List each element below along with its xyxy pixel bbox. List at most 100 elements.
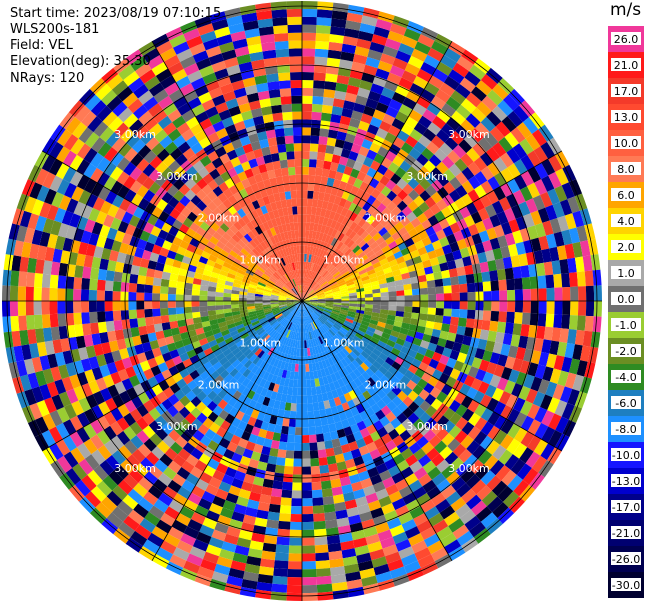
range-gate — [309, 371, 315, 380]
range-gate — [506, 311, 515, 324]
range-gate — [425, 405, 437, 418]
range-gate — [292, 111, 302, 120]
range-gate — [110, 435, 125, 451]
range-gate — [161, 351, 173, 363]
range-gate — [85, 243, 97, 257]
range-gate — [507, 243, 519, 257]
range-gate — [250, 383, 259, 393]
range-gate — [230, 434, 241, 446]
range-gate — [309, 246, 314, 255]
range-gate — [513, 189, 526, 205]
range-gate — [265, 129, 277, 139]
range-gate — [370, 83, 385, 95]
range-gate — [192, 283, 201, 291]
range-gate — [411, 306, 421, 314]
range-gate — [157, 254, 167, 265]
range-gate — [248, 283, 257, 289]
range-gate — [239, 586, 257, 598]
range-gate — [152, 308, 161, 317]
range-gate — [357, 208, 367, 218]
range-gate — [120, 310, 130, 320]
range-gate — [302, 308, 304, 317]
range-gate — [295, 419, 302, 428]
range-gate — [254, 216, 263, 226]
range-gate — [482, 371, 494, 385]
range-gate — [131, 395, 144, 409]
range-gate — [468, 175, 481, 190]
range-gate — [278, 302, 287, 305]
range-gate — [352, 53, 368, 65]
range-gate — [435, 89, 451, 103]
range-gate — [420, 301, 429, 308]
range-gate — [242, 143, 254, 154]
range-gate — [48, 158, 63, 176]
range-gate — [287, 294, 295, 299]
range-gate — [460, 488, 477, 504]
range-gate — [255, 307, 264, 311]
range-gate — [289, 182, 297, 192]
range-gate — [280, 361, 286, 370]
range-gate — [155, 330, 165, 340]
range-gate — [316, 583, 333, 593]
range-gate — [263, 212, 271, 222]
range-gate — [531, 129, 547, 147]
range-gate — [140, 130, 155, 145]
range-gate — [287, 386, 293, 396]
range-gate — [343, 28, 360, 39]
range-gate — [361, 371, 371, 381]
range-gate — [443, 308, 452, 317]
range-gate — [297, 285, 301, 294]
range-ring-label: 3.00km — [114, 462, 156, 475]
range-gate — [250, 209, 259, 219]
range-gate — [51, 191, 64, 208]
range-gate — [318, 136, 328, 146]
range-gate — [484, 384, 497, 398]
range-gate — [176, 122, 191, 135]
range-gate — [278, 296, 287, 299]
range-gate — [238, 188, 249, 199]
range-gate — [274, 312, 283, 319]
range-gate — [302, 277, 305, 286]
range-gate — [337, 369, 346, 379]
range-gate — [287, 293, 295, 298]
range-gate — [386, 390, 397, 401]
range-gate — [248, 133, 260, 144]
range-gate — [392, 155, 405, 167]
range-gate — [292, 307, 298, 315]
range-gate — [348, 362, 357, 372]
range-gate — [295, 411, 302, 420]
range-gate — [147, 485, 163, 499]
range-gate — [502, 256, 513, 269]
range-gate — [135, 171, 149, 185]
range-gate — [144, 301, 153, 310]
range-gate — [444, 539, 462, 554]
range-gate — [325, 302, 334, 305]
range-gate — [346, 315, 355, 321]
range-gate — [184, 343, 194, 353]
range-gate — [78, 346, 89, 361]
colorbar-tick-label: 2.0 — [617, 241, 635, 254]
range-gate — [308, 426, 317, 436]
range-gate — [287, 272, 293, 280]
range-gate — [317, 277, 325, 285]
range-gate — [75, 335, 86, 349]
range-gate — [190, 407, 202, 419]
range-gate — [114, 230, 126, 243]
range-gate — [133, 83, 149, 99]
range-gate — [568, 272, 578, 287]
range-gate — [172, 411, 185, 424]
range-gate — [214, 68, 229, 80]
range-gate — [191, 418, 203, 430]
range-gate — [270, 296, 279, 299]
range-gate — [317, 327, 324, 336]
range-gate — [386, 400, 398, 412]
range-gate — [256, 284, 266, 289]
range-gate — [446, 471, 461, 486]
range-gate — [510, 458, 526, 475]
range-gate — [175, 512, 191, 527]
range-gate — [208, 211, 219, 222]
range-gate — [370, 403, 381, 414]
range-gate — [348, 308, 357, 313]
range-gate — [287, 281, 293, 289]
